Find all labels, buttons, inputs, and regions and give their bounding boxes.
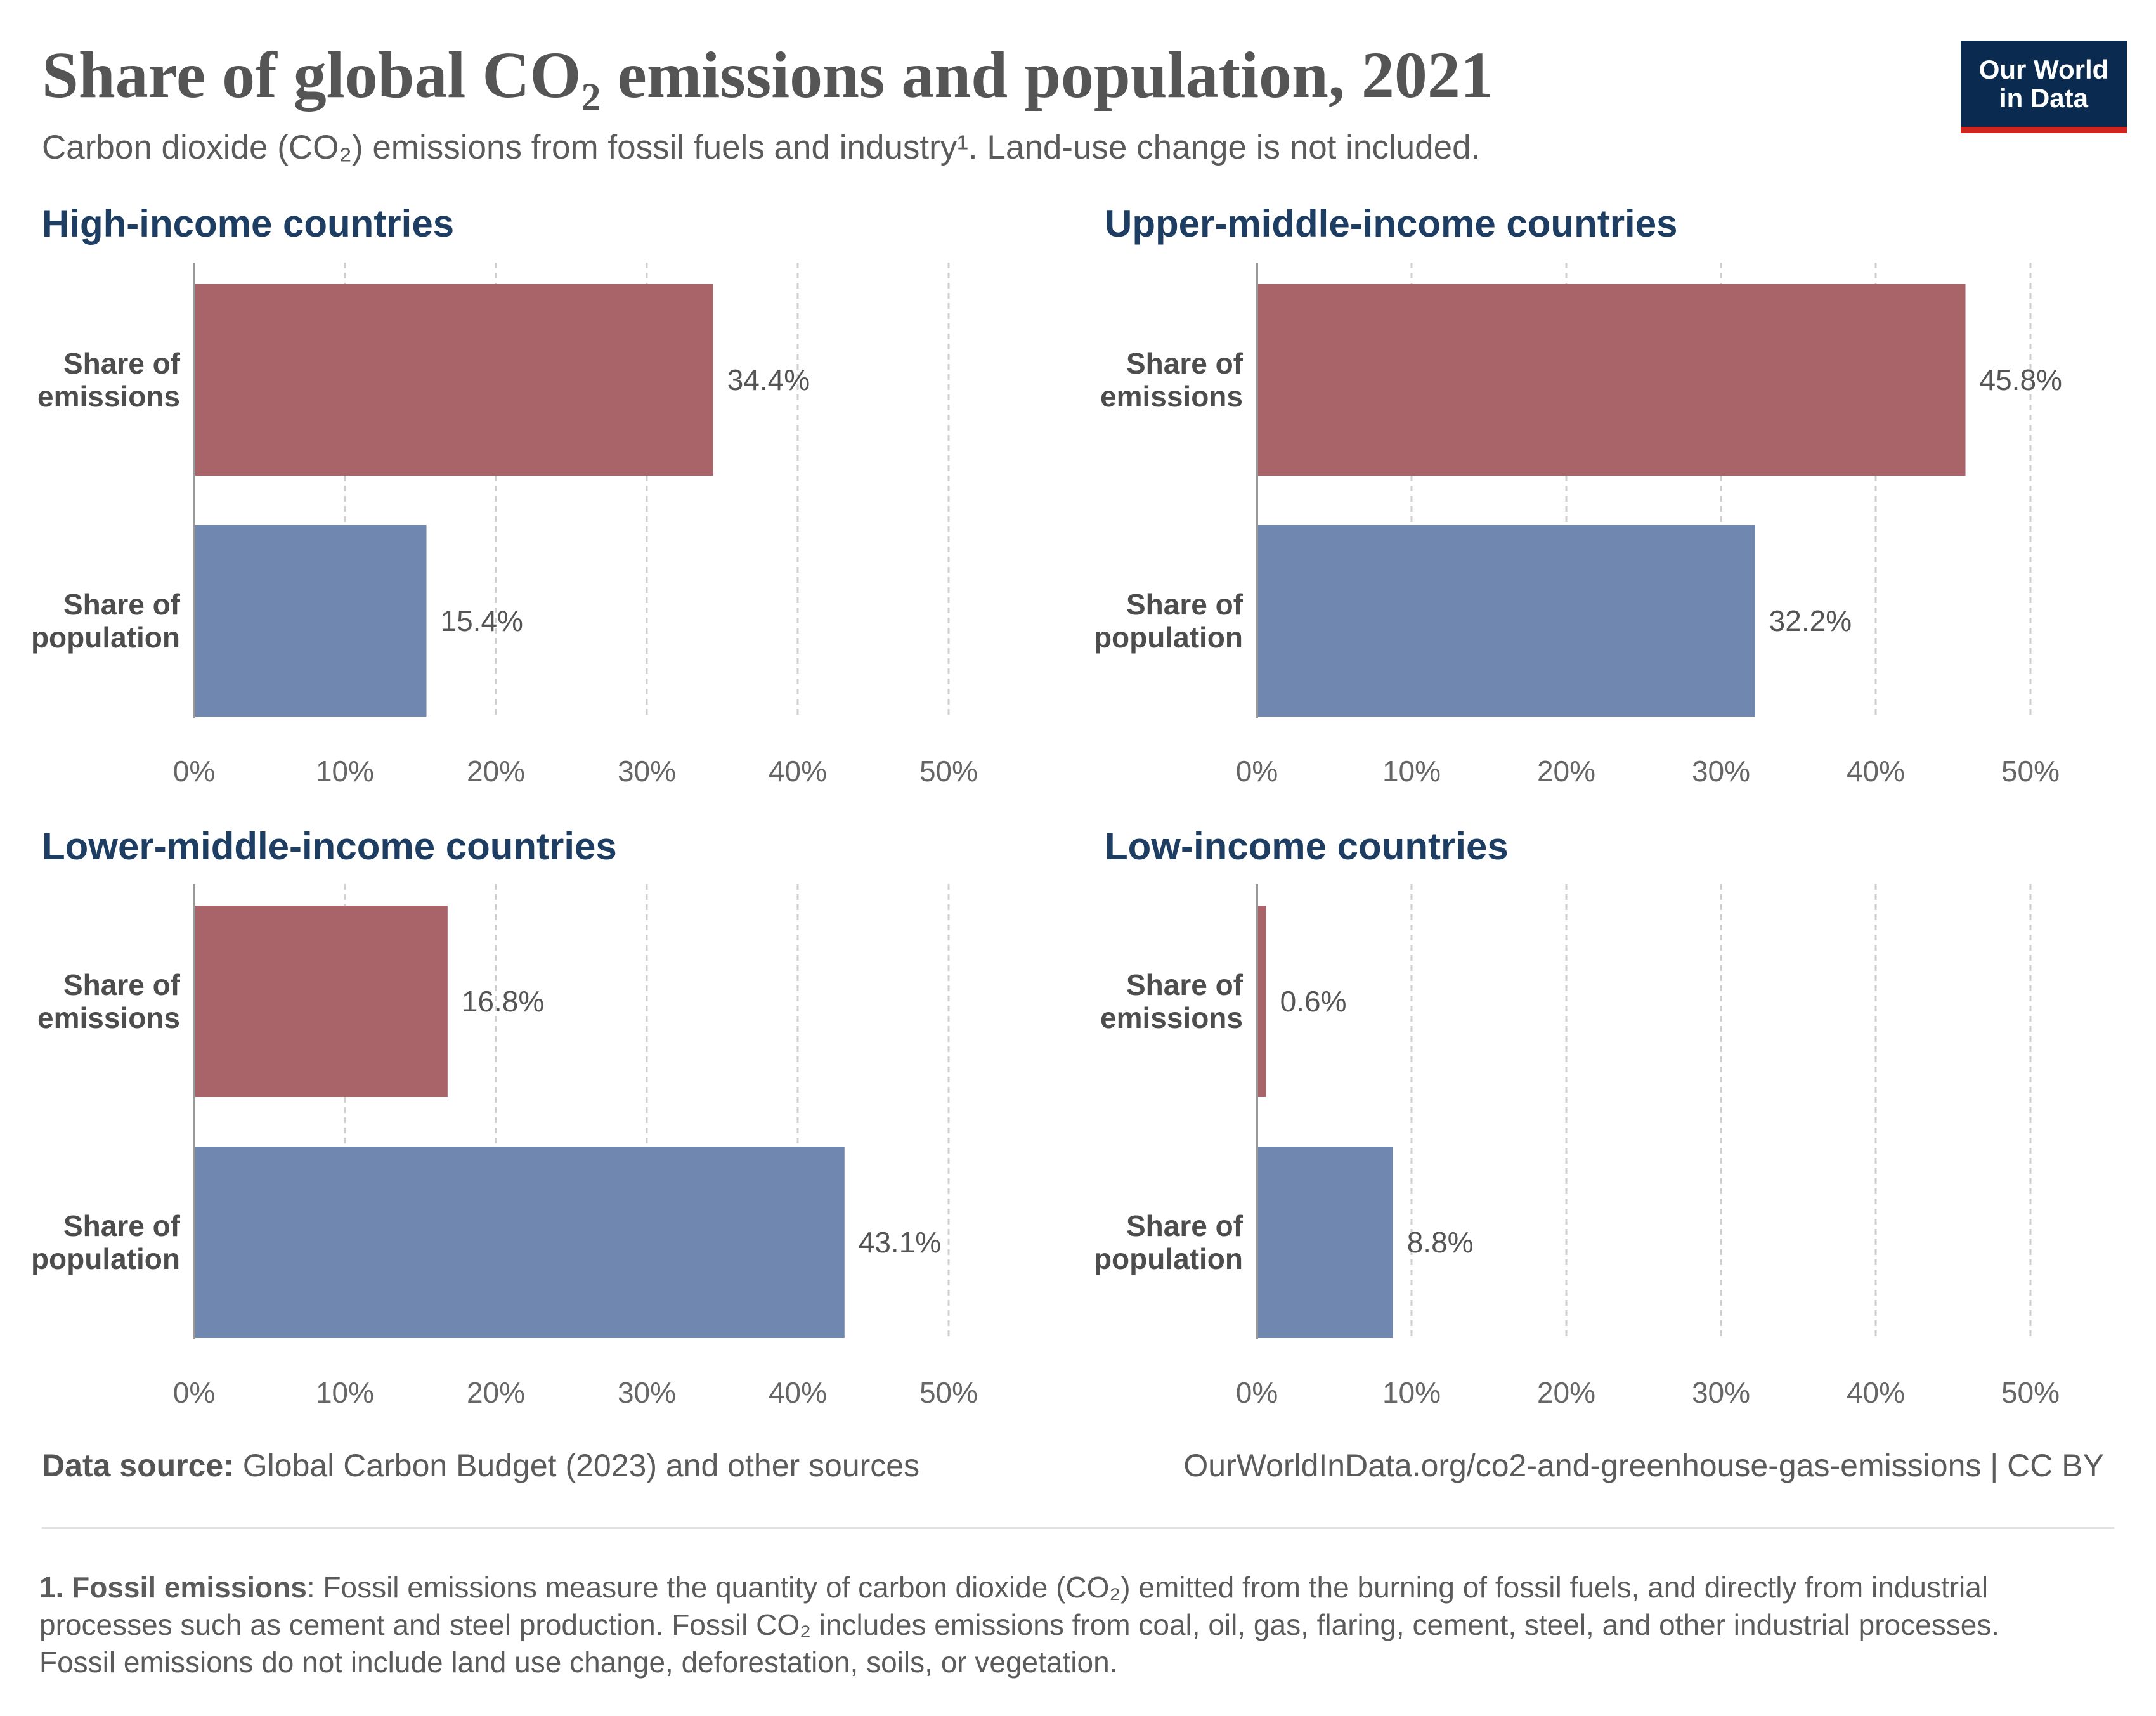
data-source: Data source: Global Carbon Budget (2023)… <box>42 1447 919 1484</box>
category-label-population: Share of population <box>1094 588 1244 654</box>
bar-emissions[interactable] <box>1257 906 1266 1097</box>
data-source-text: Global Carbon Budget (2023) and other so… <box>233 1448 920 1483</box>
x-tick-label: 20% <box>467 755 525 788</box>
chart-title: Share of global CO₂ emissions and popula… <box>42 39 1493 112</box>
x-tick-label: 0% <box>1236 1376 1278 1409</box>
x-tick-label: 50% <box>2001 755 2060 788</box>
source-url-link[interactable]: OurWorldInData.org/co2-and-greenhouse-ga… <box>1183 1448 2104 1483</box>
footnote: 1. Fossil emissions: Fossil emissions me… <box>39 1569 2068 1681</box>
bar-population[interactable] <box>194 1147 845 1338</box>
category-label-population: Share of population <box>31 588 181 654</box>
x-tick-label: 20% <box>467 1376 525 1409</box>
footer-divider <box>42 1527 2114 1529</box>
x-tick-label: 40% <box>1847 1376 1905 1409</box>
x-tick-label: 50% <box>2001 1376 2060 1409</box>
logo-line-1: Our World <box>1978 54 2109 84</box>
x-tick-label: 20% <box>1537 1376 1595 1409</box>
category-label-population: Share of population <box>1094 1209 1244 1275</box>
x-tick-label: 30% <box>618 1376 676 1409</box>
x-tick-label: 40% <box>769 755 827 788</box>
bar-emissions[interactable] <box>1257 284 1966 476</box>
x-tick-label: 50% <box>919 1376 978 1409</box>
category-label-emissions: Share of emissions <box>37 968 181 1034</box>
category-label-emissions: Share of emissions <box>1100 347 1244 413</box>
x-tick-label: 40% <box>769 1376 827 1409</box>
value-label-population: 15.4% <box>441 604 523 637</box>
value-label-population: 32.2% <box>1769 604 1852 637</box>
facet-title-upper-middle-income: Upper-middle-income countries <box>1105 202 1678 245</box>
facet-title-high-income: High-income countries <box>42 202 455 245</box>
x-tick-label: 30% <box>1692 1376 1750 1409</box>
category-label-population: Share of population <box>31 1209 181 1275</box>
bar-population[interactable] <box>194 525 427 717</box>
category-label-emissions: Share of emissions <box>37 347 181 413</box>
value-label-emissions: 16.8% <box>462 985 544 1018</box>
x-tick-label: 50% <box>919 755 978 788</box>
x-tick-label: 10% <box>1382 755 1441 788</box>
logo-line-2: in Data <box>1999 83 2089 113</box>
x-tick-label: 0% <box>173 755 215 788</box>
x-tick-label: 30% <box>618 755 676 788</box>
facet-chart-high-income: 0% 10% 20% 30% 40% 50% 34.4% Share of emissions 1… <box>31 263 978 788</box>
x-tick-label: 10% <box>1382 1376 1441 1409</box>
x-tick-label: 10% <box>316 1376 374 1409</box>
facet-chart-upper-middle-income: 0% 10% 20% 30% 40% 50% 45.8% Share of emissions 3… <box>1094 263 2062 788</box>
facet-title-lower-middle-income: Lower-middle-income countries <box>42 825 617 868</box>
value-label-emissions: 45.8% <box>1980 363 2062 396</box>
x-tick-label: 10% <box>316 755 374 788</box>
value-label-population: 8.8% <box>1407 1226 1474 1259</box>
facet-title-low-income: Low-income countries <box>1105 825 1509 868</box>
x-tick-label: 40% <box>1847 755 1905 788</box>
x-tick-label: 30% <box>1692 755 1750 788</box>
facet-chart-lower-middle-income: 0% 10% 20% 30% 40% 50% 16.8% Share of emissions 4… <box>31 884 978 1409</box>
bar-emissions[interactable] <box>194 906 448 1097</box>
bar-population[interactable] <box>1257 1147 1393 1338</box>
footnote-text: : Fossil emissions measure the quantity … <box>39 1571 2000 1679</box>
facet-chart-low-income: 0% 10% 20% 30% 40% 50% 0.6% Share of emissions 8.… <box>1094 884 2060 1409</box>
value-label-population: 43.1% <box>859 1226 941 1259</box>
value-label-emissions: 34.4% <box>727 363 810 396</box>
x-tick-label: 0% <box>173 1376 215 1409</box>
footnote-label: 1. Fossil emissions <box>39 1571 307 1604</box>
value-label-emissions: 0.6% <box>1280 985 1347 1018</box>
data-source-label: Data source: <box>42 1448 234 1483</box>
bar-population[interactable] <box>1257 525 1755 717</box>
bar-emissions[interactable] <box>194 284 713 476</box>
owid-logo[interactable]: Our World in Data <box>1961 41 2127 133</box>
x-tick-label: 20% <box>1537 755 1595 788</box>
chart-subtitle: Carbon dioxide (CO₂) emissions from foss… <box>42 129 1481 166</box>
category-label-emissions: Share of emissions <box>1100 968 1244 1034</box>
x-tick-label: 0% <box>1236 755 1278 788</box>
